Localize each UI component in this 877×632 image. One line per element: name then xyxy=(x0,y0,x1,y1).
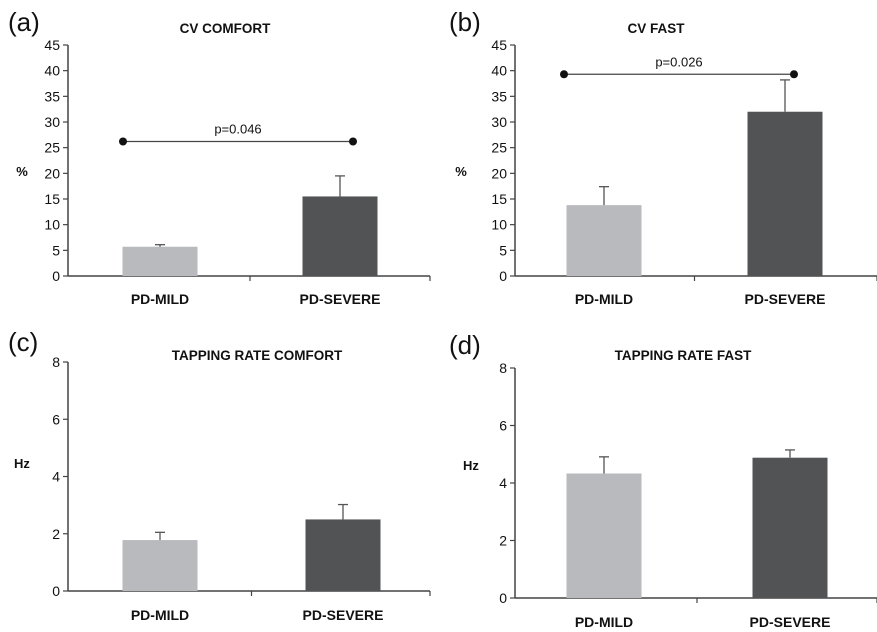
x-tick-label: PD-MILD xyxy=(575,614,633,630)
x-tick-label: PD-SEVERE xyxy=(303,607,384,623)
y-tick-label: 8 xyxy=(52,354,60,370)
y-tick-label: 2 xyxy=(52,526,60,542)
y-tick-label: 5 xyxy=(499,242,507,258)
chart-panel-1: (a) CV COMFORT% 0 5 10 15 20 25 30 35 40 45 PD-MILD P… xyxy=(8,7,431,307)
significance-dot xyxy=(349,137,357,146)
bar-pd-severe xyxy=(305,519,381,591)
bar-pd-severe xyxy=(302,196,378,276)
y-tick-label: 30 xyxy=(44,114,60,130)
panel-label: (c) xyxy=(8,327,38,357)
y-tick-label: 0 xyxy=(52,268,60,284)
panel-label: (a) xyxy=(8,7,40,37)
chart-panel-3: (c) TAPPING RATE COMFORT Hz 0 2 4 6 8 PD-MILD PD-… xyxy=(8,327,431,623)
y-tick-label: 4 xyxy=(52,469,60,485)
chart-title: CV FAST xyxy=(627,21,685,36)
bar-pd-mild xyxy=(122,540,198,591)
y-tick-label: 40 xyxy=(491,63,507,79)
chart-title: TAPPING RATE FAST xyxy=(615,348,753,363)
y-axis-label: Hz xyxy=(463,458,479,473)
y-tick-label: 8 xyxy=(499,360,507,376)
y-tick-label: 20 xyxy=(44,165,60,181)
y-tick-label: 4 xyxy=(499,475,507,491)
y-tick-label: 35 xyxy=(491,88,507,104)
bar-pd-mild xyxy=(566,473,642,598)
y-tick-label: 6 xyxy=(52,411,60,427)
chart-title: TAPPING RATE COMFORT xyxy=(172,348,343,363)
significance-dot xyxy=(119,137,127,146)
p-value-annotation: p=0.026 xyxy=(655,54,702,69)
y-tick-label: 35 xyxy=(44,88,60,104)
y-tick-label: 5 xyxy=(52,242,60,258)
y-axis-label: % xyxy=(455,164,467,179)
y-tick-label: 25 xyxy=(491,140,507,156)
y-tick-label: 0 xyxy=(499,268,507,284)
y-tick-label: 15 xyxy=(491,191,507,207)
bar-pd-mild xyxy=(566,205,642,276)
y-tick-label: 0 xyxy=(52,583,60,599)
p-value-annotation: p=0.046 xyxy=(214,122,261,137)
chart-panel-2: (b) CV FAST% 0 5 10 15 20 25 30 35 40 45 PD-MILD PD-S… xyxy=(449,7,877,307)
y-tick-label: 30 xyxy=(491,114,507,130)
x-tick-label: PD-SEVERE xyxy=(750,614,831,630)
x-tick-label: PD-MILD xyxy=(575,291,633,307)
y-axis-label: % xyxy=(16,164,28,179)
x-tick-label: PD-SEVERE xyxy=(745,291,826,307)
y-tick-label: 10 xyxy=(491,217,507,233)
significance-dot xyxy=(790,70,798,79)
bar-pd-severe xyxy=(747,111,823,276)
x-tick-label: PD-MILD xyxy=(131,607,189,623)
x-tick-label: PD-MILD xyxy=(131,291,189,307)
y-tick-label: 40 xyxy=(44,63,60,79)
chart-title: CV COMFORT xyxy=(180,21,271,36)
bar-pd-severe xyxy=(752,457,828,598)
significance-dot xyxy=(560,70,568,79)
y-tick-label: 20 xyxy=(491,165,507,181)
y-tick-label: 15 xyxy=(44,191,60,207)
y-tick-label: 10 xyxy=(44,217,60,233)
panel-label: (b) xyxy=(449,7,481,37)
x-tick-label: PD-SEVERE xyxy=(300,291,381,307)
y-tick-label: 45 xyxy=(491,37,507,53)
y-tick-label: 25 xyxy=(44,140,60,156)
y-tick-label: 0 xyxy=(499,590,507,606)
bar-pd-mild xyxy=(122,246,198,276)
y-axis-label: Hz xyxy=(14,456,30,471)
y-tick-label: 2 xyxy=(499,533,507,549)
chart-panel-4: (d) TAPPING RATE FAST Hz 0 2 4 6 8 PD-MILD PD-SEV… xyxy=(449,330,877,630)
panel-label: (d) xyxy=(449,330,481,360)
y-tick-label: 6 xyxy=(499,418,507,434)
y-tick-label: 45 xyxy=(44,37,60,53)
